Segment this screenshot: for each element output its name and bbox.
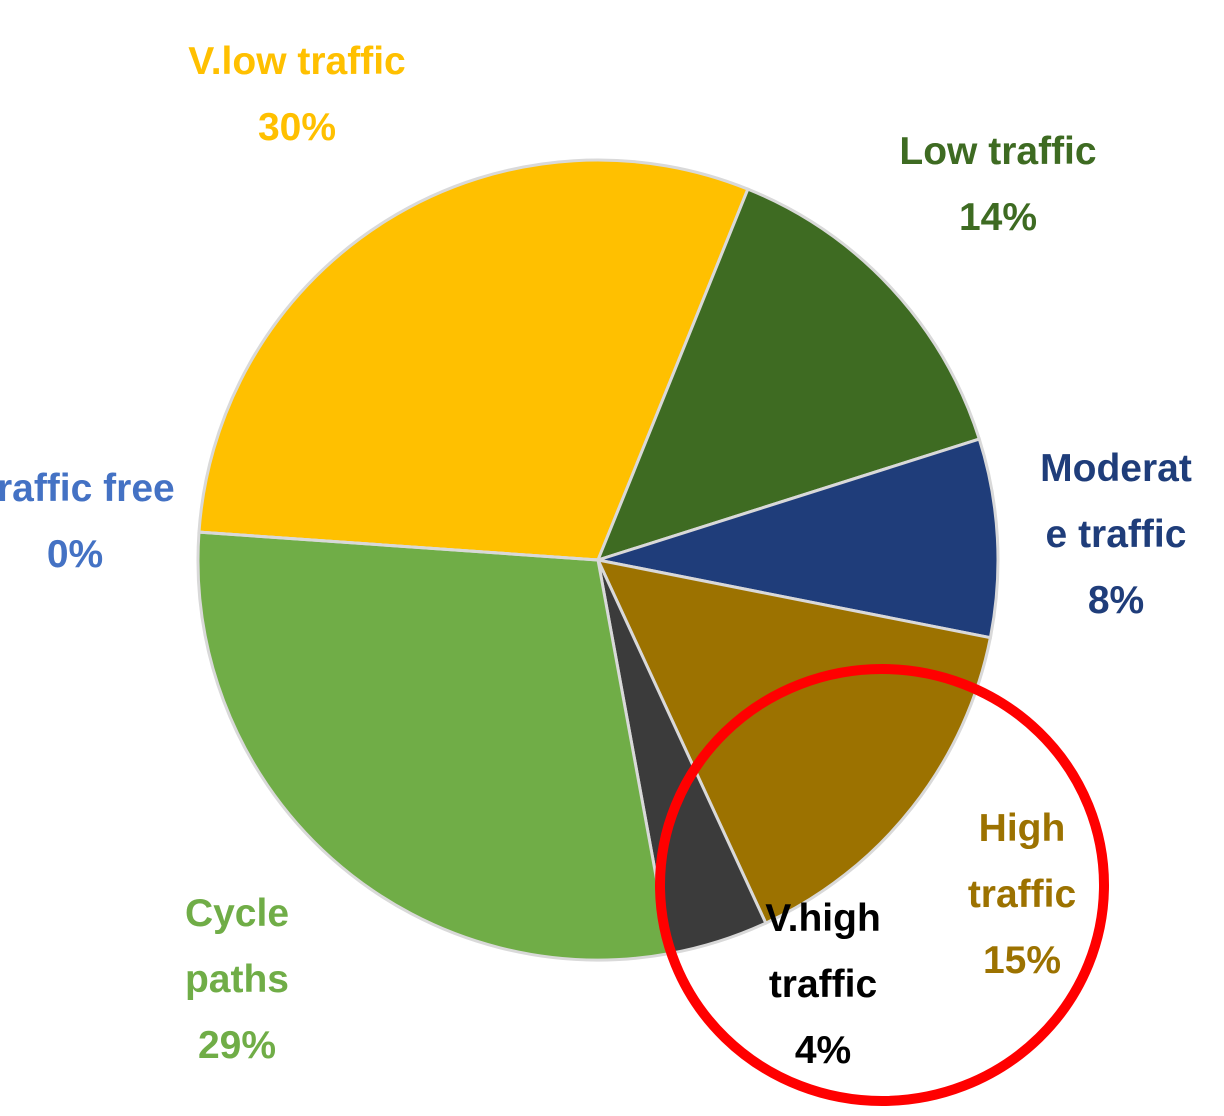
value-label: 14%: [958, 196, 1038, 239]
slice: [597, 437, 1000, 640]
category-label: V.low traffic: [188, 40, 406, 83]
category-label: V.high traffic: [765, 897, 881, 1006]
slice: [595, 557, 993, 926]
slice-label: V.low traffic 30%: [167, 29, 427, 161]
slice-label: Moderate traffic 8%: [1031, 436, 1201, 634]
category-label: High traffic: [967, 807, 1077, 916]
category-label: Low traffic: [899, 130, 1097, 173]
slice-label: Low traffic 14%: [898, 119, 1098, 251]
category-label: Moderate traffic: [1040, 447, 1192, 556]
value-label: 30%: [257, 106, 337, 149]
value-label: 4%: [794, 1029, 852, 1072]
slice-label: V.high traffic 4%: [723, 886, 923, 1084]
slice-label: High traffic 15%: [922, 796, 1122, 994]
slice-label: Cycle paths 29%: [137, 881, 337, 1079]
value-label: 29%: [197, 1024, 277, 1067]
slice-label: Traffic free 0%: [0, 456, 175, 588]
value-label: 0%: [46, 533, 104, 576]
slice: [196, 530, 672, 962]
highlight-circle: [655, 664, 1109, 1106]
category-label: Traffic free: [0, 467, 175, 510]
category-label: Cycle paths: [184, 892, 290, 1001]
value-label: 8%: [1087, 579, 1145, 622]
slice: [197, 158, 750, 562]
slice: [595, 187, 982, 563]
slices: [196, 158, 1000, 962]
value-label: 15%: [982, 939, 1062, 982]
